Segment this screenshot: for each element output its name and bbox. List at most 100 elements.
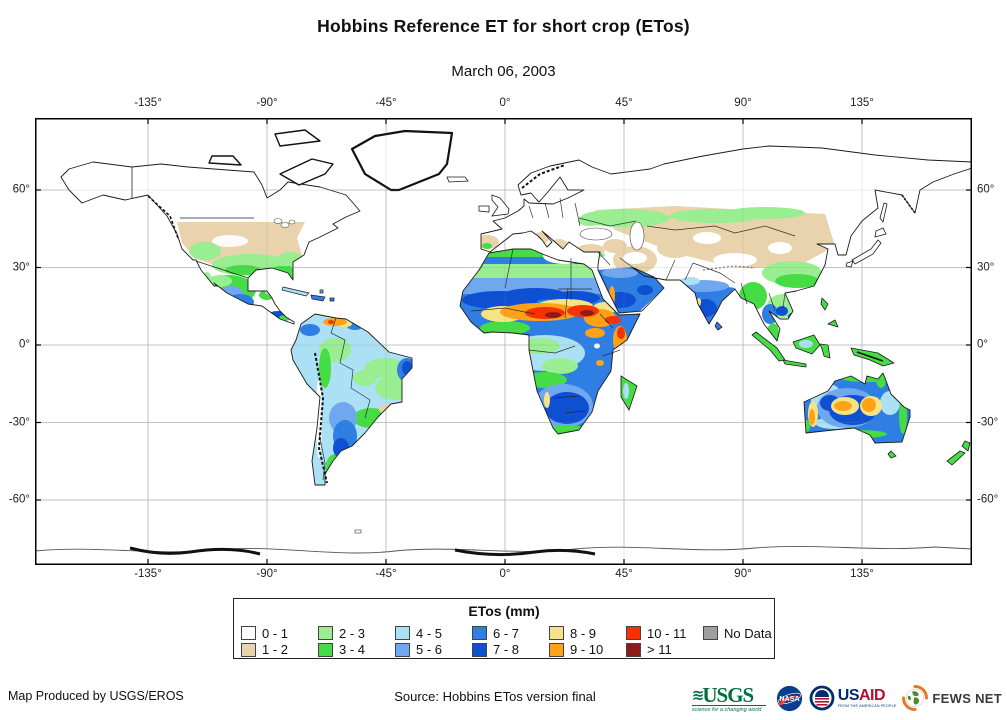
lon-axis-bottom: -135° -90° -45° 0° 45° 90° 135°	[0, 568, 1007, 583]
lat-tick-label: 60°	[977, 183, 995, 196]
legend-label: 6 - 7	[493, 625, 520, 641]
lon-tick-label: 0°	[499, 568, 511, 580]
legend-label: 7 - 8	[493, 642, 520, 658]
lon-tick-label: 135°	[850, 97, 874, 109]
legend-label: 8 - 9	[570, 625, 597, 641]
legend-item: 8 - 9	[549, 625, 626, 642]
usgs-logo: ≋ USGS science for a changing world	[691, 683, 770, 713]
lat-tick-label: -60°	[977, 493, 999, 506]
legend-swatch	[472, 626, 487, 641]
legend-swatch	[395, 626, 410, 641]
lon-tick-label: 0°	[499, 97, 511, 109]
usaid-logo: USAID FROM THE AMERICAN PEOPLE	[809, 685, 897, 711]
footer-source: Source: Hobbins ETos version final	[394, 689, 596, 704]
legend-swatch	[241, 642, 256, 657]
map-region-south-america	[290, 313, 413, 486]
legend-item: 10 - 11	[626, 625, 703, 642]
map-region-north-america	[60, 161, 361, 325]
map-region-africa	[459, 248, 641, 435]
legend-item: 4 - 5	[395, 625, 472, 642]
lat-tick-label: 0°	[19, 338, 30, 351]
legend-swatch	[703, 626, 718, 641]
map-region-australia	[803, 372, 911, 444]
map-region-caribbean	[281, 286, 335, 302]
usaid-tagline: FROM THE AMERICAN PEOPLE	[837, 703, 897, 708]
legend-item: No Data	[703, 625, 780, 642]
legend-item: 9 - 10	[549, 642, 626, 659]
lon-tick-label: 90°	[734, 568, 752, 580]
map-date: March 06, 2003	[451, 63, 556, 80]
legend-swatch	[241, 626, 256, 641]
lon-tick-label: -135°	[134, 568, 162, 580]
legend-label: 3 - 4	[339, 642, 366, 658]
legend-item: 3 - 4	[318, 642, 395, 659]
fewsnet-wordmark: FEWS NET	[932, 690, 1002, 706]
legend-item: 6 - 7	[472, 625, 549, 642]
map-region-atlantic-islands	[446, 176, 510, 217]
usgs-wordmark: USGS	[702, 683, 754, 707]
usaid-emblem-icon	[809, 685, 835, 711]
lat-tick-label: 30°	[977, 260, 995, 273]
legend-item: 0 - 1	[241, 625, 318, 642]
legend-label: > 11	[647, 642, 672, 658]
legend-swatch	[318, 626, 333, 641]
nasa-logo: NASA	[776, 685, 802, 711]
legend-swatch	[395, 642, 410, 657]
map-region-se-asia-islands	[714, 297, 895, 368]
legend-label: 9 - 10	[570, 642, 604, 658]
legend-label: No Data	[724, 625, 772, 641]
logo-strip: ≋ USGS science for a changing world NASA…	[691, 681, 1002, 715]
usgs-wave-icon: ≋	[691, 686, 705, 704]
lon-tick-label: 135°	[850, 568, 874, 580]
legend-item: 2 - 3	[318, 625, 395, 642]
lon-tick-label: 45°	[615, 97, 633, 109]
page-title: Hobbins Reference ET for short crop (ETo…	[317, 16, 690, 36]
legend-label: 1 - 2	[262, 642, 289, 658]
legend-label: 5 - 6	[416, 642, 443, 658]
legend-swatch	[318, 642, 333, 657]
fewsnet-globe-icon	[902, 685, 929, 711]
legend-column: 10 - 11 > 11	[626, 625, 703, 658]
lon-tick-label: 90°	[734, 97, 752, 109]
legend-swatch	[472, 642, 487, 657]
legend-item: 1 - 2	[241, 642, 318, 659]
legend-item: 7 - 8	[472, 642, 549, 659]
usaid-us-text: US	[837, 686, 860, 704]
map-frame	[35, 118, 972, 565]
legend-swatch	[549, 642, 564, 657]
legend-item: 5 - 6	[395, 642, 472, 659]
map-region-antarctica	[34, 529, 973, 566]
map-region-east-asia-islands	[845, 202, 888, 268]
map-region-greenland-arctic	[208, 129, 454, 192]
fewsnet-logo: FEWS NET	[902, 685, 1002, 711]
legend-column: No Data	[703, 625, 780, 658]
map-region-madagascar	[620, 375, 638, 411]
lat-tick-label: -30°	[977, 415, 999, 428]
lon-axis-top: -135° -90° -45° 0° 45° 90° 135°	[0, 97, 1007, 112]
usaid-aid-text: AID	[859, 686, 886, 704]
lon-tick-label: -90°	[256, 568, 278, 580]
lon-tick-label: -45°	[375, 568, 397, 580]
graticule-overlay	[35, 118, 972, 565]
legend-label: 2 - 3	[339, 625, 366, 641]
legend-title: ETos (mm)	[468, 603, 540, 619]
lat-tick-label: -30°	[8, 415, 30, 428]
lat-tick-label: 60°	[12, 183, 30, 196]
lat-tick-label: -60°	[8, 493, 30, 506]
lon-tick-label: -135°	[134, 97, 162, 109]
legend-swatch	[626, 626, 641, 641]
lon-tick-label: -90°	[256, 97, 278, 109]
lat-axis-right: 60° 30° 0° -30° -60°	[977, 0, 1007, 720]
svg-text:NASA: NASA	[779, 693, 799, 702]
lon-tick-label: -45°	[375, 97, 397, 109]
legend-label: 0 - 1	[262, 625, 289, 641]
lat-tick-label: 0°	[977, 338, 988, 351]
map-region-tasmania-nz	[887, 440, 971, 466]
legend-swatch	[626, 642, 641, 657]
